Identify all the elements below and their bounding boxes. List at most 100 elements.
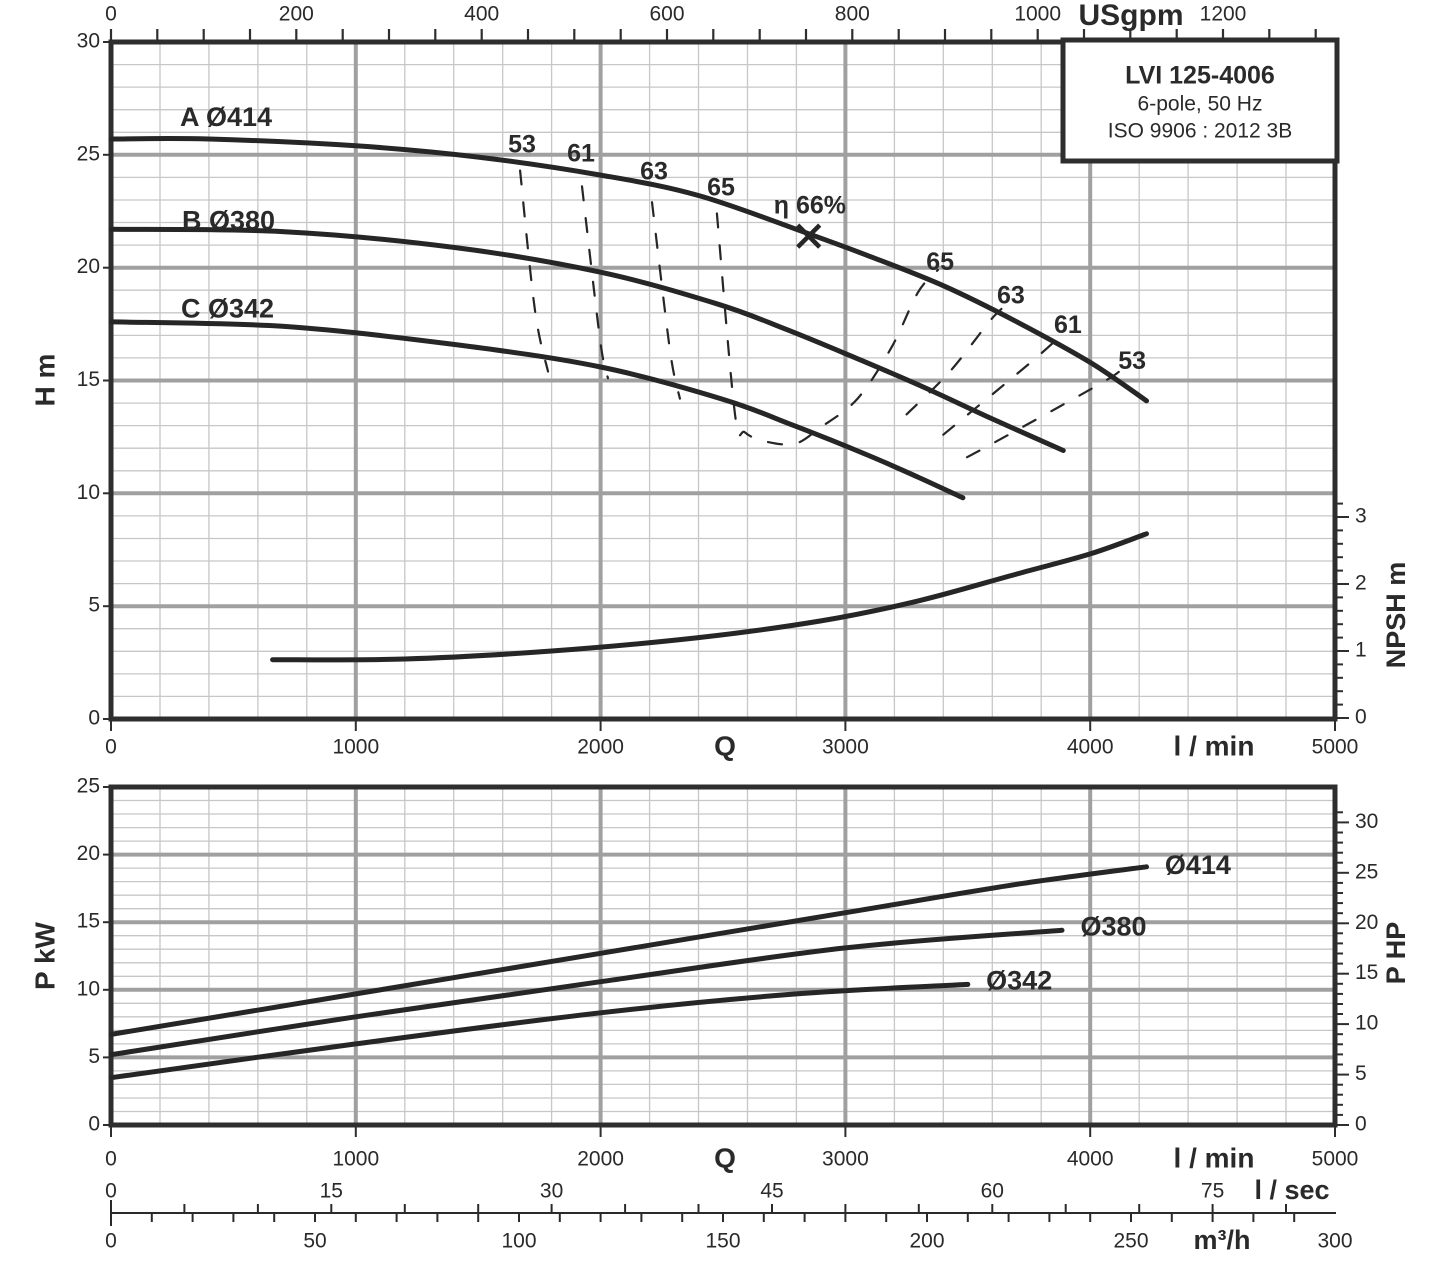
lsec-tick-label: 30 <box>540 1180 563 1203</box>
power-kw-axis-title: P kW <box>29 921 60 990</box>
m3h-tick-label: 200 <box>909 1230 944 1253</box>
m3h-tick-label: 150 <box>705 1230 740 1253</box>
power-curve-label--380: Ø380 <box>1080 911 1146 941</box>
npsh-tick-label: 0 <box>1355 706 1367 729</box>
power-hp-axis-title: P HP <box>1381 922 1411 985</box>
efficiency-best-label: η 66% <box>774 191 846 219</box>
m3h-tick-label: 50 <box>303 1230 326 1253</box>
head-chart-y-tick-label: 25 <box>77 142 100 165</box>
head-chart-y-tick-label: 30 <box>77 30 100 53</box>
curve-label-c-342: C Ø342 <box>181 294 274 324</box>
curve-b-380 <box>108 226 1066 453</box>
flow-axis-unit-bottom: l / min <box>1174 1142 1255 1173</box>
m3h-tick-label: 300 <box>1317 1230 1352 1253</box>
flow-axis-title-top: Q <box>714 730 736 761</box>
efficiency-label-65-left: 65 <box>707 173 735 201</box>
npsh-tick-label: 3 <box>1355 505 1367 528</box>
usgpm-tick-label: 0 <box>105 3 117 26</box>
m3h-tick-label: 100 <box>501 1230 536 1253</box>
flow-axis-title-bottom: Q <box>714 1142 736 1173</box>
php-tick-label: 5 <box>1355 1062 1367 1085</box>
npsh-tick-label: 1 <box>1355 639 1367 662</box>
head-axis-title: H m <box>29 354 60 407</box>
php-tick-label: 25 <box>1355 860 1378 883</box>
flow-tick-label-top: 4000 <box>1067 736 1114 759</box>
pump-model-label: LVI 125-4006 <box>1125 62 1275 90</box>
curve-c-342 <box>108 319 966 501</box>
power-chart-y-tick-label: 0 <box>88 1113 100 1136</box>
power-chart-y-tick-label: 20 <box>77 842 100 865</box>
flow-tick-label-top: 2000 <box>577 736 624 759</box>
head-chart-y-tick-label: 10 <box>77 481 100 504</box>
efficiency-label-53-left: 53 <box>508 130 536 158</box>
head-chart-y-tick-label: 0 <box>88 707 100 730</box>
usgpm-axis-title: USgpm <box>1079 0 1184 32</box>
flow-tick-label-bottom: 4000 <box>1067 1148 1114 1171</box>
curve-label-a-414: A Ø414 <box>180 102 272 132</box>
php-tick-label: 0 <box>1355 1113 1367 1136</box>
efficiency-contour-53-left <box>519 169 550 373</box>
lsec-tick-label: 60 <box>981 1180 1004 1203</box>
flow-tick-label-bottom: 1000 <box>332 1148 379 1171</box>
head-chart-y-tick-label: 20 <box>77 255 100 278</box>
m3h-axis-title: m³/h <box>1194 1225 1251 1255</box>
duty-point-stroke <box>796 223 822 249</box>
flow-tick-label-bottom: 2000 <box>577 1148 624 1171</box>
efficiency-contour-53-right <box>966 368 1124 459</box>
usgpm-tick-label: 1200 <box>1200 3 1247 26</box>
flow-tick-label-top: 3000 <box>822 736 869 759</box>
motor-spec-label: 6-pole, 50 Hz <box>1138 93 1263 116</box>
lsec-axis-title: l / sec <box>1254 1175 1329 1205</box>
iso-standard-label: ISO 9906 : 2012 3B <box>1108 120 1292 143</box>
php-tick-label: 20 <box>1355 911 1378 934</box>
power-curve--342 <box>108 981 971 1081</box>
head-chart-y-tick-label: 5 <box>88 594 100 617</box>
php-tick-label: 30 <box>1355 810 1378 833</box>
power-chart-y-tick-label: 5 <box>88 1045 100 1068</box>
php-tick-label: 10 <box>1355 1012 1378 1035</box>
m3h-tick-label: 0 <box>105 1230 117 1253</box>
power-curve-label--342: Ø342 <box>986 966 1052 996</box>
power-chart-y-tick-label: 15 <box>77 910 100 933</box>
power-chart-y-tick-label: 10 <box>77 977 100 1000</box>
lsec-tick-label: 0 <box>105 1180 117 1203</box>
usgpm-tick-label: 600 <box>649 3 684 26</box>
power-chart-y-tick-label: 25 <box>77 775 100 798</box>
flow-tick-label-top: 1000 <box>332 736 379 759</box>
usgpm-tick-label: 1000 <box>1014 3 1061 26</box>
usgpm-tick-label: 400 <box>464 3 499 26</box>
efficiency-label-61-right: 61 <box>1054 311 1082 339</box>
lsec-tick-label: 15 <box>320 1180 343 1203</box>
efficiency-contour-61-left <box>580 185 609 380</box>
head-chart-y-tick-label: 15 <box>77 368 100 391</box>
efficiency-label-53-right: 53 <box>1118 347 1146 375</box>
efficiency-label-63-right: 63 <box>997 282 1025 310</box>
efficiency-contour-61-right <box>942 332 1065 436</box>
efficiency-contour-63-left <box>650 201 681 400</box>
lsec-tick-label: 45 <box>760 1180 783 1203</box>
php-tick-label: 15 <box>1355 961 1378 984</box>
power-curve-label--414: Ø414 <box>1165 850 1231 880</box>
curve-label-b-380: B Ø380 <box>182 206 275 236</box>
flow-tick-label-bottom: 0 <box>105 1148 117 1171</box>
lsec-tick-label: 75 <box>1201 1180 1224 1203</box>
power-curve--414 <box>108 864 1149 1037</box>
flow-tick-label-bottom: 3000 <box>822 1148 869 1171</box>
info-box: LVI 125-4006 6-pole, 50 Hz ISO 9906 : 20… <box>1060 37 1340 164</box>
curve-a-414 <box>108 136 1149 404</box>
efficiency-contour-65-left <box>715 212 939 446</box>
curve-npsh <box>270 531 1149 663</box>
flow-tick-label-top: 5000 <box>1312 736 1359 759</box>
usgpm-tick-label: 200 <box>279 3 314 26</box>
usgpm-tick-label: 800 <box>835 3 870 26</box>
flow-tick-label-bottom: 5000 <box>1312 1148 1359 1171</box>
power-chart-frame <box>108 784 1338 1128</box>
efficiency-label-65-right: 65 <box>926 248 954 276</box>
efficiency-label-61-left: 61 <box>567 139 595 167</box>
flow-tick-label-top: 0 <box>105 736 117 759</box>
m3h-tick-label: 250 <box>1113 1230 1148 1253</box>
npsh-tick-label: 2 <box>1355 572 1367 595</box>
npsh-axis-title: NPSH m <box>1381 562 1411 669</box>
